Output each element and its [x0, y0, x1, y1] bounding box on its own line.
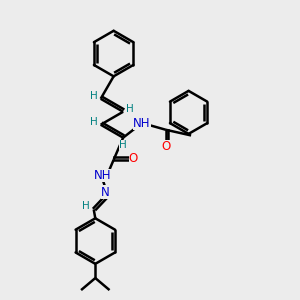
Text: O: O: [129, 152, 138, 165]
Text: N: N: [101, 186, 110, 199]
Text: H: H: [82, 201, 90, 211]
Text: H: H: [90, 91, 98, 101]
Text: NH: NH: [133, 117, 151, 130]
Text: O: O: [161, 140, 170, 153]
Text: H: H: [119, 140, 127, 150]
Text: NH: NH: [94, 169, 111, 182]
Text: H: H: [90, 117, 98, 127]
Text: H: H: [126, 104, 134, 114]
